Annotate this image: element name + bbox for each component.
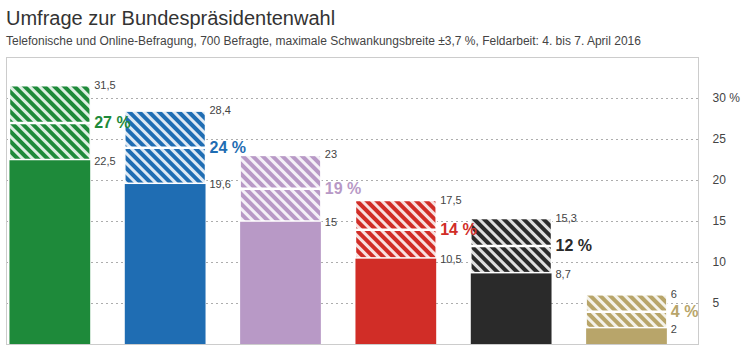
svg-text:8,7: 8,7 bbox=[555, 268, 570, 280]
html-text:Telefonische und Online-Befrag: Telefonische und Online-Befragung, 700 B… bbox=[6, 34, 641, 48]
svg-text:19,6: 19,6 bbox=[209, 178, 230, 190]
svg-text:12 %: 12 % bbox=[555, 237, 591, 254]
svg-text:24 %: 24 % bbox=[209, 139, 245, 156]
svg-text:5: 5 bbox=[713, 296, 720, 310]
svg-text:15: 15 bbox=[325, 216, 337, 228]
svg-text:27 %: 27 % bbox=[94, 114, 130, 131]
svg-text:22,5: 22,5 bbox=[94, 155, 115, 167]
svg-text:25: 25 bbox=[713, 132, 727, 146]
svg-text:19 %: 19 % bbox=[325, 180, 361, 197]
svg-text:30 %: 30 % bbox=[713, 91, 741, 105]
html-text:Umfrage zur Bundespräsidentenw: Umfrage zur Bundespräsidentenwahl bbox=[6, 7, 336, 29]
svg-text:10: 10 bbox=[713, 255, 727, 269]
svg-text:15,3: 15,3 bbox=[555, 212, 576, 224]
svg-text:10,5: 10,5 bbox=[440, 253, 461, 265]
svg-text:31,5: 31,5 bbox=[94, 79, 115, 91]
svg-text:4 %: 4 % bbox=[671, 303, 699, 320]
svg-text:23: 23 bbox=[325, 148, 337, 160]
svg-text:20: 20 bbox=[713, 173, 727, 187]
svg-text:6: 6 bbox=[671, 288, 677, 300]
svg-text:17,5: 17,5 bbox=[440, 194, 461, 206]
svg-text:28,4: 28,4 bbox=[209, 104, 230, 116]
svg-text:2: 2 bbox=[671, 323, 677, 335]
svg-text:14 %: 14 % bbox=[440, 221, 476, 238]
svg-text:15: 15 bbox=[713, 214, 727, 228]
